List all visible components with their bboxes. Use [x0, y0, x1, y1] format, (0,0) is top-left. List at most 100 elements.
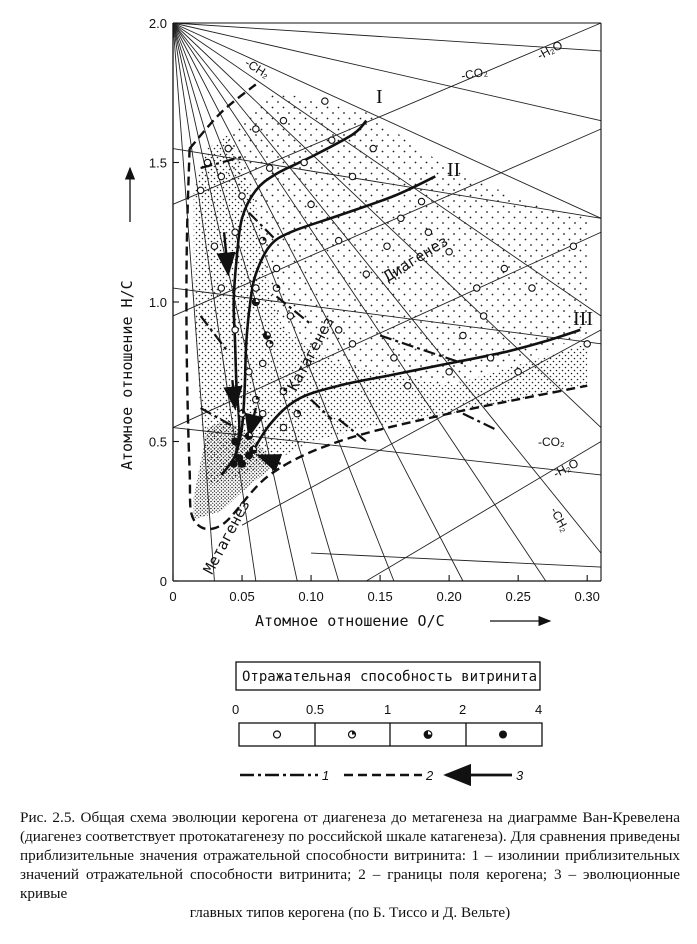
vitrinite-point-half [272, 284, 281, 292]
radial-line [172, 22, 602, 219]
vitrinite-point-full [244, 451, 253, 460]
vitrinite-point-full [229, 459, 238, 468]
curve-label-ii: II [447, 159, 460, 181]
vitrinite-point-open [486, 354, 495, 362]
x-tick-label: 0.20 [436, 589, 461, 604]
curve-label-i: I [376, 86, 383, 108]
vitrinite-point-half [293, 409, 302, 418]
co2-line [172, 148, 602, 219]
vitrinite-point-open [397, 214, 405, 223]
y-tick-label: 0 [160, 574, 167, 589]
vitrinite-point-threequarter [262, 331, 271, 340]
vitrinite-point-open [514, 367, 522, 376]
vitrinite-point-open [383, 242, 391, 250]
vitrinite-point-threequarter [244, 431, 253, 440]
vitrinite-point-open [472, 284, 481, 292]
vitrinite-point-half [265, 340, 274, 348]
legend-symbol-threequarter [423, 730, 433, 739]
radial-line [172, 22, 602, 317]
vitrinite-point-open [348, 340, 357, 348]
vitrinite-point-full [238, 459, 247, 468]
evolution-direction-arrow [223, 380, 243, 411]
caption-last-line: главных типов керогена (по Б. Тиссо и Д.… [189, 904, 511, 921]
vitrinite-point-open [348, 172, 357, 181]
h2o-line [241, 329, 602, 526]
vitrinite-point-open [300, 158, 308, 167]
x-axis-label: Атомное отношение O/C [255, 612, 445, 630]
vitrinite-point-open [231, 326, 239, 334]
caption-text: Рис. 2.5. Общая схема эволюции керогена … [20, 809, 680, 902]
vitrinite-point-open [217, 172, 226, 181]
zone-diagenesis-fill [228, 90, 588, 386]
label-ch2-top: -CH₂ [242, 56, 272, 82]
vitrinite-point-open [569, 242, 578, 250]
label-ch2-bottom: -CH₂ [547, 505, 572, 535]
evolution-direction-arrow [244, 407, 264, 439]
isoline-segment [275, 295, 312, 326]
vitrinite-point-open [334, 236, 343, 245]
x-tick-label: 0.15 [367, 589, 392, 604]
vitrinite-point-open [583, 340, 591, 348]
x-tick-label: 0.30 [575, 589, 600, 604]
legend-title: Отражательная способность витринита [242, 669, 537, 685]
legend-tick-2: 1 [384, 702, 391, 717]
legend-tick-4: 4 [535, 702, 542, 717]
legend-tick-3: 2 [459, 702, 466, 717]
vitrinite-point-open [445, 248, 453, 256]
evolution-curve-iii [247, 328, 581, 459]
evolution-curve-ii [233, 175, 436, 459]
isoline-segment [200, 407, 236, 429]
zone-catagenesis-fill [193, 134, 588, 484]
radial-line [172, 22, 547, 582]
vitrinite-point-open [417, 197, 426, 206]
figure-caption: Рис. 2.5. Общая схема эволюции керогена … [20, 808, 680, 922]
isoline-segment [462, 412, 498, 432]
x-tick-label: 0.25 [506, 589, 531, 604]
kerogen-field-zones [193, 90, 588, 520]
vitrinite-point-open [245, 367, 253, 376]
vitrinite-point-open [390, 354, 398, 362]
y-tick-label: 1.0 [149, 295, 167, 310]
ch2-radial-lines [172, 22, 602, 582]
legend-line-2-number: 2 [425, 768, 434, 783]
co2-h2o-parallel-lines [172, 22, 602, 582]
y-tick-label: 0.5 [149, 435, 167, 450]
x-tick-label: 0 [169, 589, 176, 604]
vitrinite-point-open [445, 367, 453, 376]
vitrinite-point-open [238, 192, 246, 200]
legend-symbol-half [347, 730, 357, 739]
radial-line [172, 22, 602, 122]
vitrinite-point-half [279, 387, 288, 396]
legend-title-box [235, 661, 541, 691]
h2o-line [172, 22, 602, 205]
legend-line-1-number: 1 [322, 768, 329, 783]
vitrinite-point-open [424, 228, 433, 237]
boundary-top [188, 83, 257, 150]
y-tick-label: 2.0 [149, 16, 167, 31]
vitrinite-point-open [252, 125, 260, 133]
x-tick-label: 0.05 [229, 589, 254, 604]
vitrinite-points [196, 97, 591, 468]
vitrinite-point-full [231, 437, 240, 446]
radial-line [172, 22, 298, 582]
isoline-segment [199, 315, 230, 353]
vitrinite-point-threequarter [249, 445, 258, 454]
legend-symbol-open [272, 730, 282, 739]
vitrinite-point-open [403, 381, 412, 390]
legend-tick-0: 0 [232, 702, 239, 717]
label-h2o-top: -H₂O [535, 38, 565, 63]
evolution-curve-i [220, 119, 368, 476]
radial-line [172, 22, 215, 582]
vitrinite-point-open [224, 144, 232, 153]
co2-line [172, 287, 602, 345]
radial-line [172, 22, 257, 582]
vitrinite-point-open [231, 228, 239, 237]
co2-line [172, 427, 602, 476]
vitrinite-point-open [479, 312, 488, 320]
vitrinite-point-open [258, 359, 267, 368]
label-co2-bottom: -CO₂ [538, 435, 565, 449]
y-axis-label: Атомное отношение H/C [118, 280, 136, 470]
vitrinite-point-open [459, 331, 467, 340]
isoline-segment [379, 334, 464, 365]
isoline-segment [310, 398, 333, 420]
